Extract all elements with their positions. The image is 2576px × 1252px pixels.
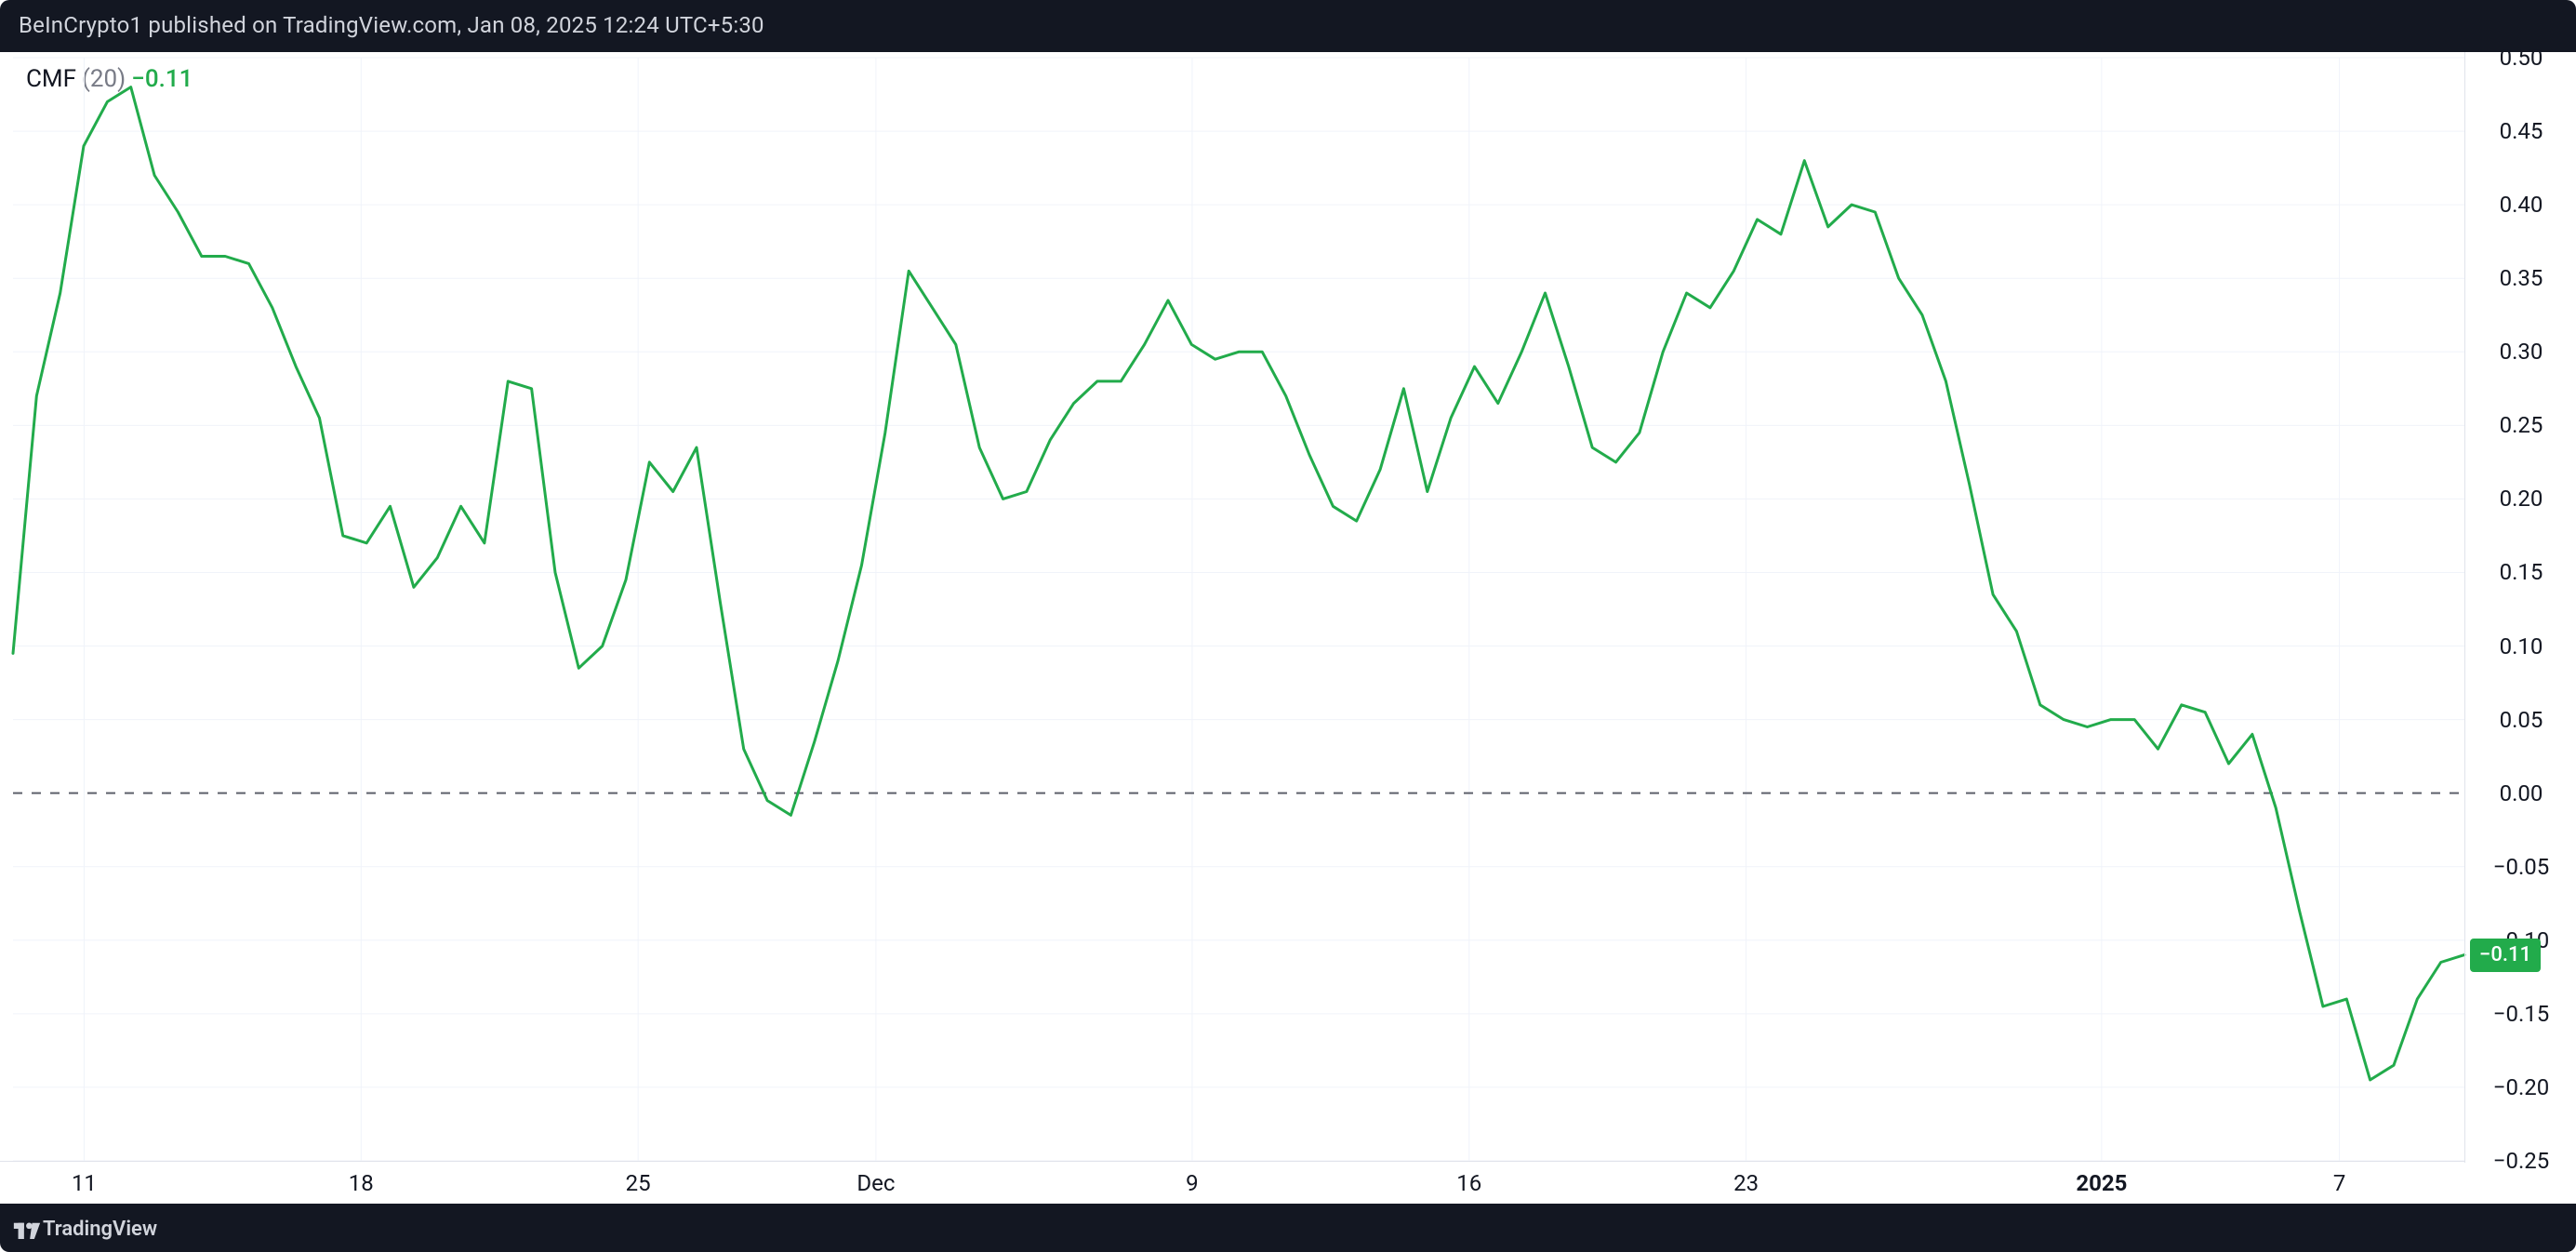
x-axis-label: 7 [2333, 1172, 2346, 1194]
footer-bar: TradingView [0, 1205, 2576, 1252]
x-axis-label: 18 [349, 1172, 374, 1194]
y-axis-label: 0.15 [2470, 561, 2572, 583]
x-axis-label: Dec [856, 1172, 895, 1194]
x-axis-label: 16 [1456, 1172, 1481, 1194]
x-axis-label: 11 [72, 1172, 97, 1194]
y-axis-label: 0.00 [2470, 782, 2572, 805]
y-axis-label: 0.25 [2470, 414, 2572, 436]
x-axis-label: 2025 [2076, 1172, 2127, 1194]
tradingview-logo[interactable]: TradingView [13, 1218, 157, 1241]
attribution-bar: BeInCrypto1 published on TradingView.com… [0, 0, 2576, 50]
chart-frame: BeInCrypto1 published on TradingView.com… [0, 0, 2576, 1252]
x-axis-label: 23 [1733, 1172, 1759, 1194]
y-axis-label: 0.50 [2470, 47, 2572, 69]
y-axis-label: −0.20 [2470, 1076, 2572, 1099]
y-axis-label: 0.05 [2470, 709, 2572, 731]
y-axis-label: 0.20 [2470, 487, 2572, 510]
y-axis-label: 0.45 [2470, 120, 2572, 142]
y-axis-label: 0.30 [2470, 340, 2572, 363]
last-value-tag: −0.11 [2470, 939, 2541, 972]
y-axis-label: 0.10 [2470, 635, 2572, 658]
attribution-text: BeInCrypto1 published on TradingView.com… [19, 12, 764, 38]
x-axis-separator [0, 1161, 2464, 1162]
chart-plot[interactable] [0, 52, 2576, 1204]
y-axis-label: 0.40 [2470, 193, 2572, 216]
footer-brand-text: TradingView [43, 1218, 157, 1241]
y-axis-label: −0.15 [2470, 1003, 2572, 1025]
y-axis-label: −0.25 [2470, 1150, 2572, 1172]
y-axis-separator [2464, 52, 2465, 1163]
y-axis-label: −0.05 [2470, 856, 2572, 878]
y-axis-label: 0.35 [2470, 267, 2572, 289]
x-axis-label: 25 [626, 1172, 651, 1194]
tradingview-icon [13, 1219, 41, 1239]
chart-area[interactable]: CMF (20) −0.11 0.500.450.400.350.300.250… [0, 50, 2576, 1205]
x-axis-label: 9 [1186, 1172, 1199, 1194]
